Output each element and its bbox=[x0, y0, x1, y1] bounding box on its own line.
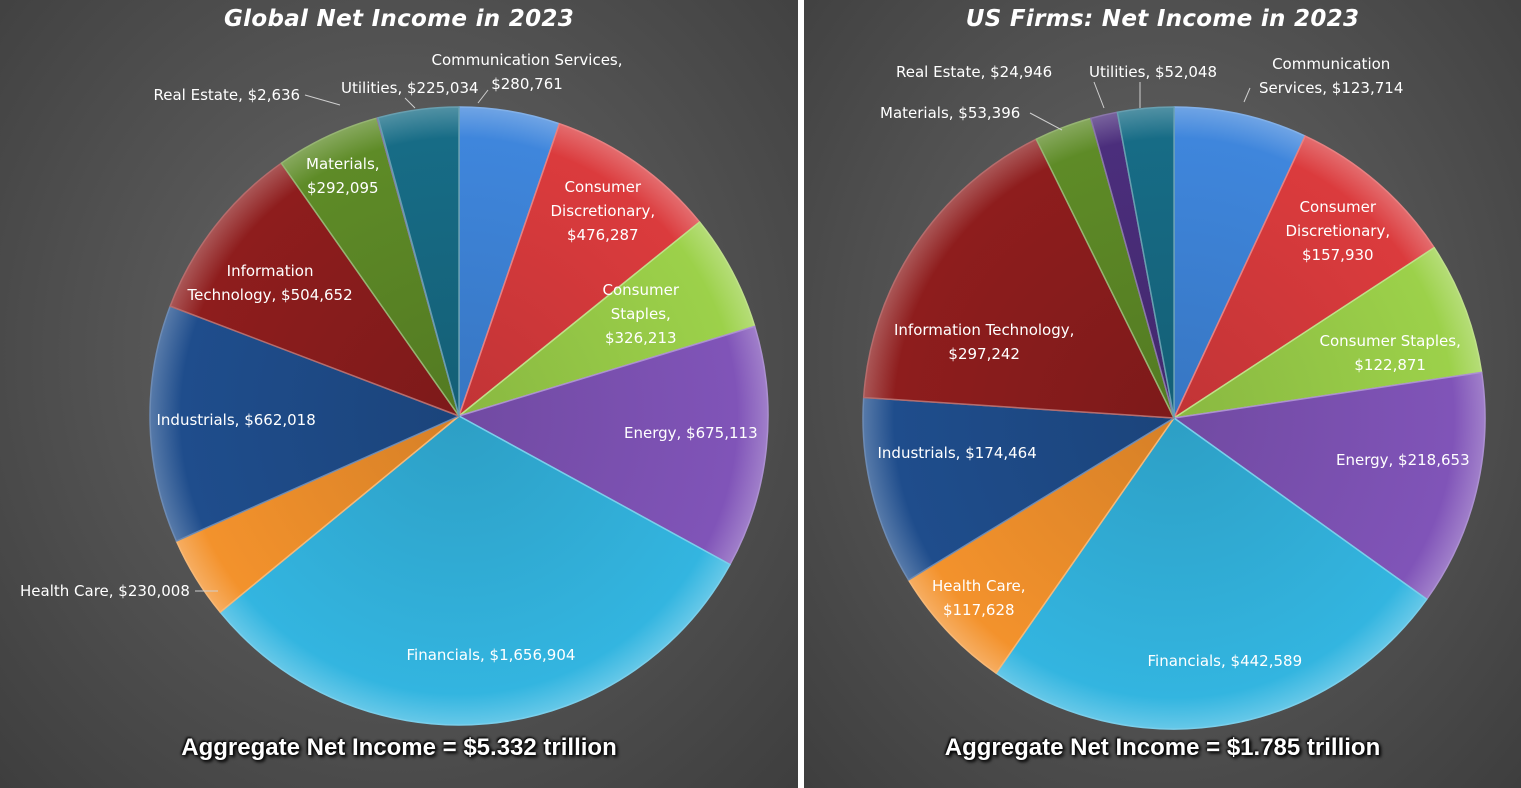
data-label-energy: Energy, $218,653 bbox=[1336, 451, 1470, 469]
leader-line-real-estate bbox=[1093, 81, 1105, 109]
data-label-information-technology: Information Technology, $297,242 bbox=[894, 321, 1075, 363]
pie-slice-energy bbox=[458, 325, 769, 566]
data-label-real-estate: Real Estate, $24,946 bbox=[896, 63, 1053, 81]
pie-svg bbox=[149, 89, 769, 726]
aggregate-net-income: Aggregate Net Income = $1.785 trillion bbox=[944, 734, 1381, 761]
pie-slice-consumer-discretionary bbox=[458, 123, 701, 417]
pie-svg bbox=[862, 81, 1486, 730]
data-label-financials: Financials, $1,656,904 bbox=[406, 646, 576, 664]
data-label-utilities: Utilities, $225,034 bbox=[341, 79, 479, 97]
leader-line-materials bbox=[1029, 112, 1063, 131]
data-label-utilities: Utilities, $52,048 bbox=[1089, 63, 1218, 81]
global-net-income-chart: Global Net Income in 2023 Aggregate Net … bbox=[0, 0, 798, 788]
aggregate-net-income: Aggregate Net Income = $5.332 trillion bbox=[181, 734, 617, 761]
leader-line-real-estate bbox=[304, 94, 341, 106]
data-label-health-care: Health Care, $117,628 bbox=[932, 577, 1026, 619]
data-label-energy: Energy, $675,113 bbox=[624, 424, 758, 442]
chart-title: Global Net Income in 2023 bbox=[223, 6, 574, 32]
pie-slice-utilities bbox=[377, 106, 460, 417]
data-label-industrials: Industrials, $662,018 bbox=[156, 411, 316, 429]
data-label-health-care: Health Care, $230,008 bbox=[20, 582, 190, 600]
pie-slice-communication-services bbox=[1173, 106, 1306, 419]
pie-slice-health-care bbox=[907, 417, 1175, 674]
data-label-consumer-staples: Consumer Staples, $122,871 bbox=[1319, 332, 1461, 374]
data-label-materials: Materials, $292,095 bbox=[306, 155, 380, 197]
pie-slice-consumer-discretionary bbox=[1173, 135, 1435, 419]
data-label-industrials: Industrials, $174,464 bbox=[877, 444, 1037, 462]
pie-slice-financials bbox=[219, 415, 731, 726]
data-label-communication-services: Communication Services, $123,714 bbox=[1259, 55, 1404, 97]
chart-title: US Firms: Net Income in 2023 bbox=[965, 6, 1360, 32]
data-label-communication-services: Communication Services, $280,761 bbox=[431, 51, 623, 93]
leader-line-communication-services bbox=[477, 89, 489, 104]
data-label-real-estate: Real Estate, $2,636 bbox=[153, 86, 301, 104]
data-label-information-technology: Information Technology, $504,652 bbox=[187, 262, 353, 304]
pie-slice-energy bbox=[1173, 371, 1486, 600]
pie-slice-industrials bbox=[149, 305, 460, 542]
pie-slice-utilities bbox=[1116, 106, 1175, 419]
pie-slice-financials bbox=[995, 417, 1428, 730]
pie-slice-information-technology bbox=[169, 162, 460, 417]
leader-line-communication-services bbox=[1243, 87, 1251, 103]
data-label-consumer-discretionary: Consumer Discretionary, $476,287 bbox=[550, 178, 656, 244]
data-label-financials: Financials, $442,589 bbox=[1147, 652, 1303, 670]
leader-line-utilities bbox=[404, 97, 416, 109]
pie-slice-information-technology bbox=[862, 138, 1175, 419]
data-label-materials: Materials, $53,396 bbox=[880, 104, 1021, 122]
us-net-income-chart: US Firms: Net Income in 2023 Aggregate N… bbox=[804, 0, 1521, 788]
pie-slice-consumer-staples bbox=[1173, 246, 1483, 419]
pie-slice-industrials bbox=[862, 396, 1175, 581]
data-label-consumer-staples: Consumer Staples, $326,213 bbox=[602, 281, 680, 347]
pie-slice-consumer-staples bbox=[458, 221, 756, 417]
data-label-consumer-discretionary: Consumer Discretionary, $157,930 bbox=[1285, 198, 1391, 264]
